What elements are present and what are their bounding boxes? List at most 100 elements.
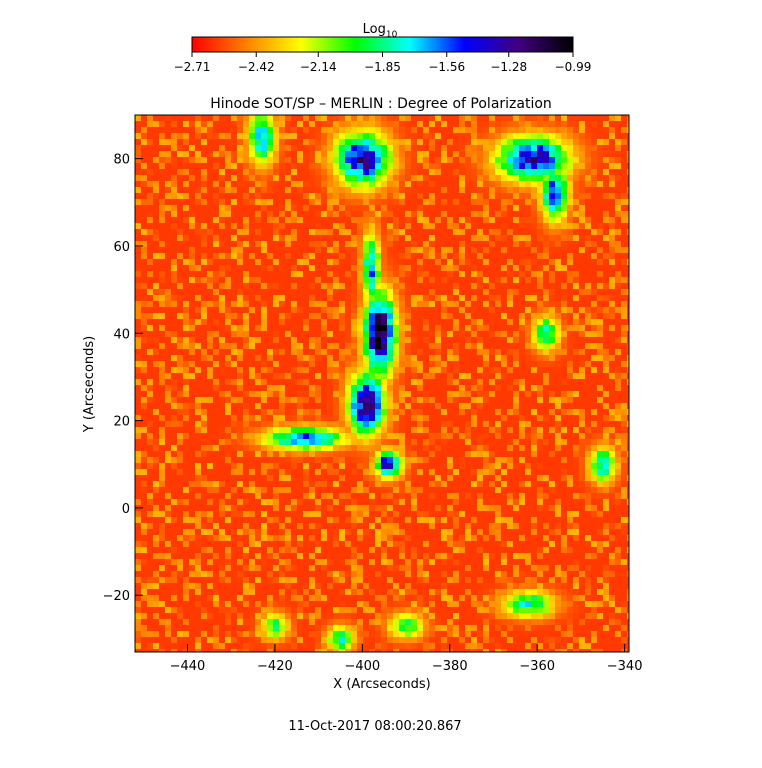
heatmap-cell	[393, 181, 399, 187]
heatmap-cell	[375, 253, 381, 259]
heatmap-cell	[501, 271, 507, 277]
heatmap-cell	[417, 319, 423, 325]
heatmap-cell	[297, 127, 303, 133]
heatmap-cell	[549, 283, 555, 289]
heatmap-cell	[495, 181, 501, 187]
heatmap-cell	[363, 235, 369, 241]
heatmap-cell	[201, 271, 207, 277]
heatmap-cell	[483, 331, 489, 337]
heatmap-cell	[177, 409, 183, 415]
heatmap-cell	[513, 343, 519, 349]
heatmap-cell	[339, 439, 345, 445]
heatmap-cell	[291, 277, 297, 283]
heatmap-cell	[477, 199, 483, 205]
heatmap-cell	[603, 337, 609, 343]
heatmap-cell	[579, 349, 585, 355]
heatmap-cell	[489, 349, 495, 355]
heatmap-cell	[363, 253, 369, 259]
heatmap-cell	[423, 325, 429, 331]
heatmap-cell	[561, 469, 567, 475]
heatmap-cell	[537, 283, 543, 289]
heatmap-cell	[513, 247, 519, 253]
heatmap-cell	[495, 391, 501, 397]
heatmap-cell	[387, 283, 393, 289]
heatmap-cell	[501, 421, 507, 427]
heatmap-cell	[351, 469, 357, 475]
heatmap-cell	[285, 463, 291, 469]
heatmap-cell	[327, 277, 333, 283]
heatmap-cell	[249, 367, 255, 373]
heatmap-cell	[609, 307, 615, 313]
heatmap-cell	[567, 415, 573, 421]
heatmap-cell	[489, 205, 495, 211]
heatmap-cell	[579, 193, 585, 199]
heatmap-cell	[519, 439, 525, 445]
heatmap-cell	[537, 361, 543, 367]
heatmap-cell	[465, 163, 471, 169]
heatmap-cell	[285, 355, 291, 361]
heatmap-cell	[465, 151, 471, 157]
heatmap-cell	[441, 217, 447, 223]
heatmap-cell	[381, 253, 387, 259]
heatmap-cell	[447, 283, 453, 289]
heatmap-cell	[375, 163, 381, 169]
heatmap-cell	[375, 247, 381, 253]
heatmap-cell	[537, 157, 543, 163]
heatmap-cell	[429, 445, 435, 451]
heatmap-cell	[429, 223, 435, 229]
heatmap-cell	[261, 319, 267, 325]
heatmap-cell	[339, 463, 345, 469]
heatmap-cell	[201, 217, 207, 223]
heatmap-cell	[279, 343, 285, 349]
heatmap-cell	[441, 433, 447, 439]
heatmap-cell	[441, 163, 447, 169]
heatmap-cell	[135, 277, 141, 283]
heatmap-cell	[441, 343, 447, 349]
heatmap-cell	[345, 259, 351, 265]
heatmap-cell	[441, 373, 447, 379]
heatmap-cell	[147, 133, 153, 139]
heatmap-cell	[609, 187, 615, 193]
heatmap-cell	[525, 331, 531, 337]
heatmap-cell	[477, 139, 483, 145]
heatmap-cell	[513, 415, 519, 421]
heatmap-cell	[369, 463, 375, 469]
heatmap-cell	[555, 115, 561, 121]
heatmap-cell	[255, 187, 261, 193]
heatmap-cell	[267, 397, 273, 403]
heatmap-cell	[615, 403, 621, 409]
heatmap-cell	[135, 349, 141, 355]
heatmap-cell	[417, 145, 423, 151]
heatmap-cell	[159, 121, 165, 127]
heatmap-cell	[627, 127, 629, 133]
heatmap-cell	[615, 265, 621, 271]
heatmap-cell	[561, 289, 567, 295]
heatmap-cell	[525, 337, 531, 343]
heatmap-cell	[183, 217, 189, 223]
heatmap-cell	[387, 361, 393, 367]
heatmap-cell	[249, 469, 255, 475]
heatmap-cell	[261, 145, 267, 151]
heatmap-cell	[597, 121, 603, 127]
heatmap-cell	[477, 127, 483, 133]
heatmap-cell	[213, 181, 219, 187]
heatmap-cell	[201, 367, 207, 373]
heatmap-cell	[225, 259, 231, 265]
heatmap-cell	[171, 349, 177, 355]
heatmap-cell	[447, 115, 453, 121]
heatmap-cell	[213, 241, 219, 247]
heatmap-cell	[153, 463, 159, 469]
heatmap-cell	[183, 409, 189, 415]
heatmap-cell	[159, 301, 165, 307]
heatmap-cell	[405, 199, 411, 205]
heatmap-cell	[249, 379, 255, 385]
heatmap-cell	[417, 247, 423, 253]
heatmap-cell	[261, 205, 267, 211]
heatmap-cell	[393, 283, 399, 289]
heatmap-cell	[489, 157, 495, 163]
heatmap-cell	[567, 133, 573, 139]
heatmap-cell	[429, 283, 435, 289]
heatmap-cell	[291, 265, 297, 271]
heatmap-cell	[465, 307, 471, 313]
heatmap-cell	[243, 247, 249, 253]
